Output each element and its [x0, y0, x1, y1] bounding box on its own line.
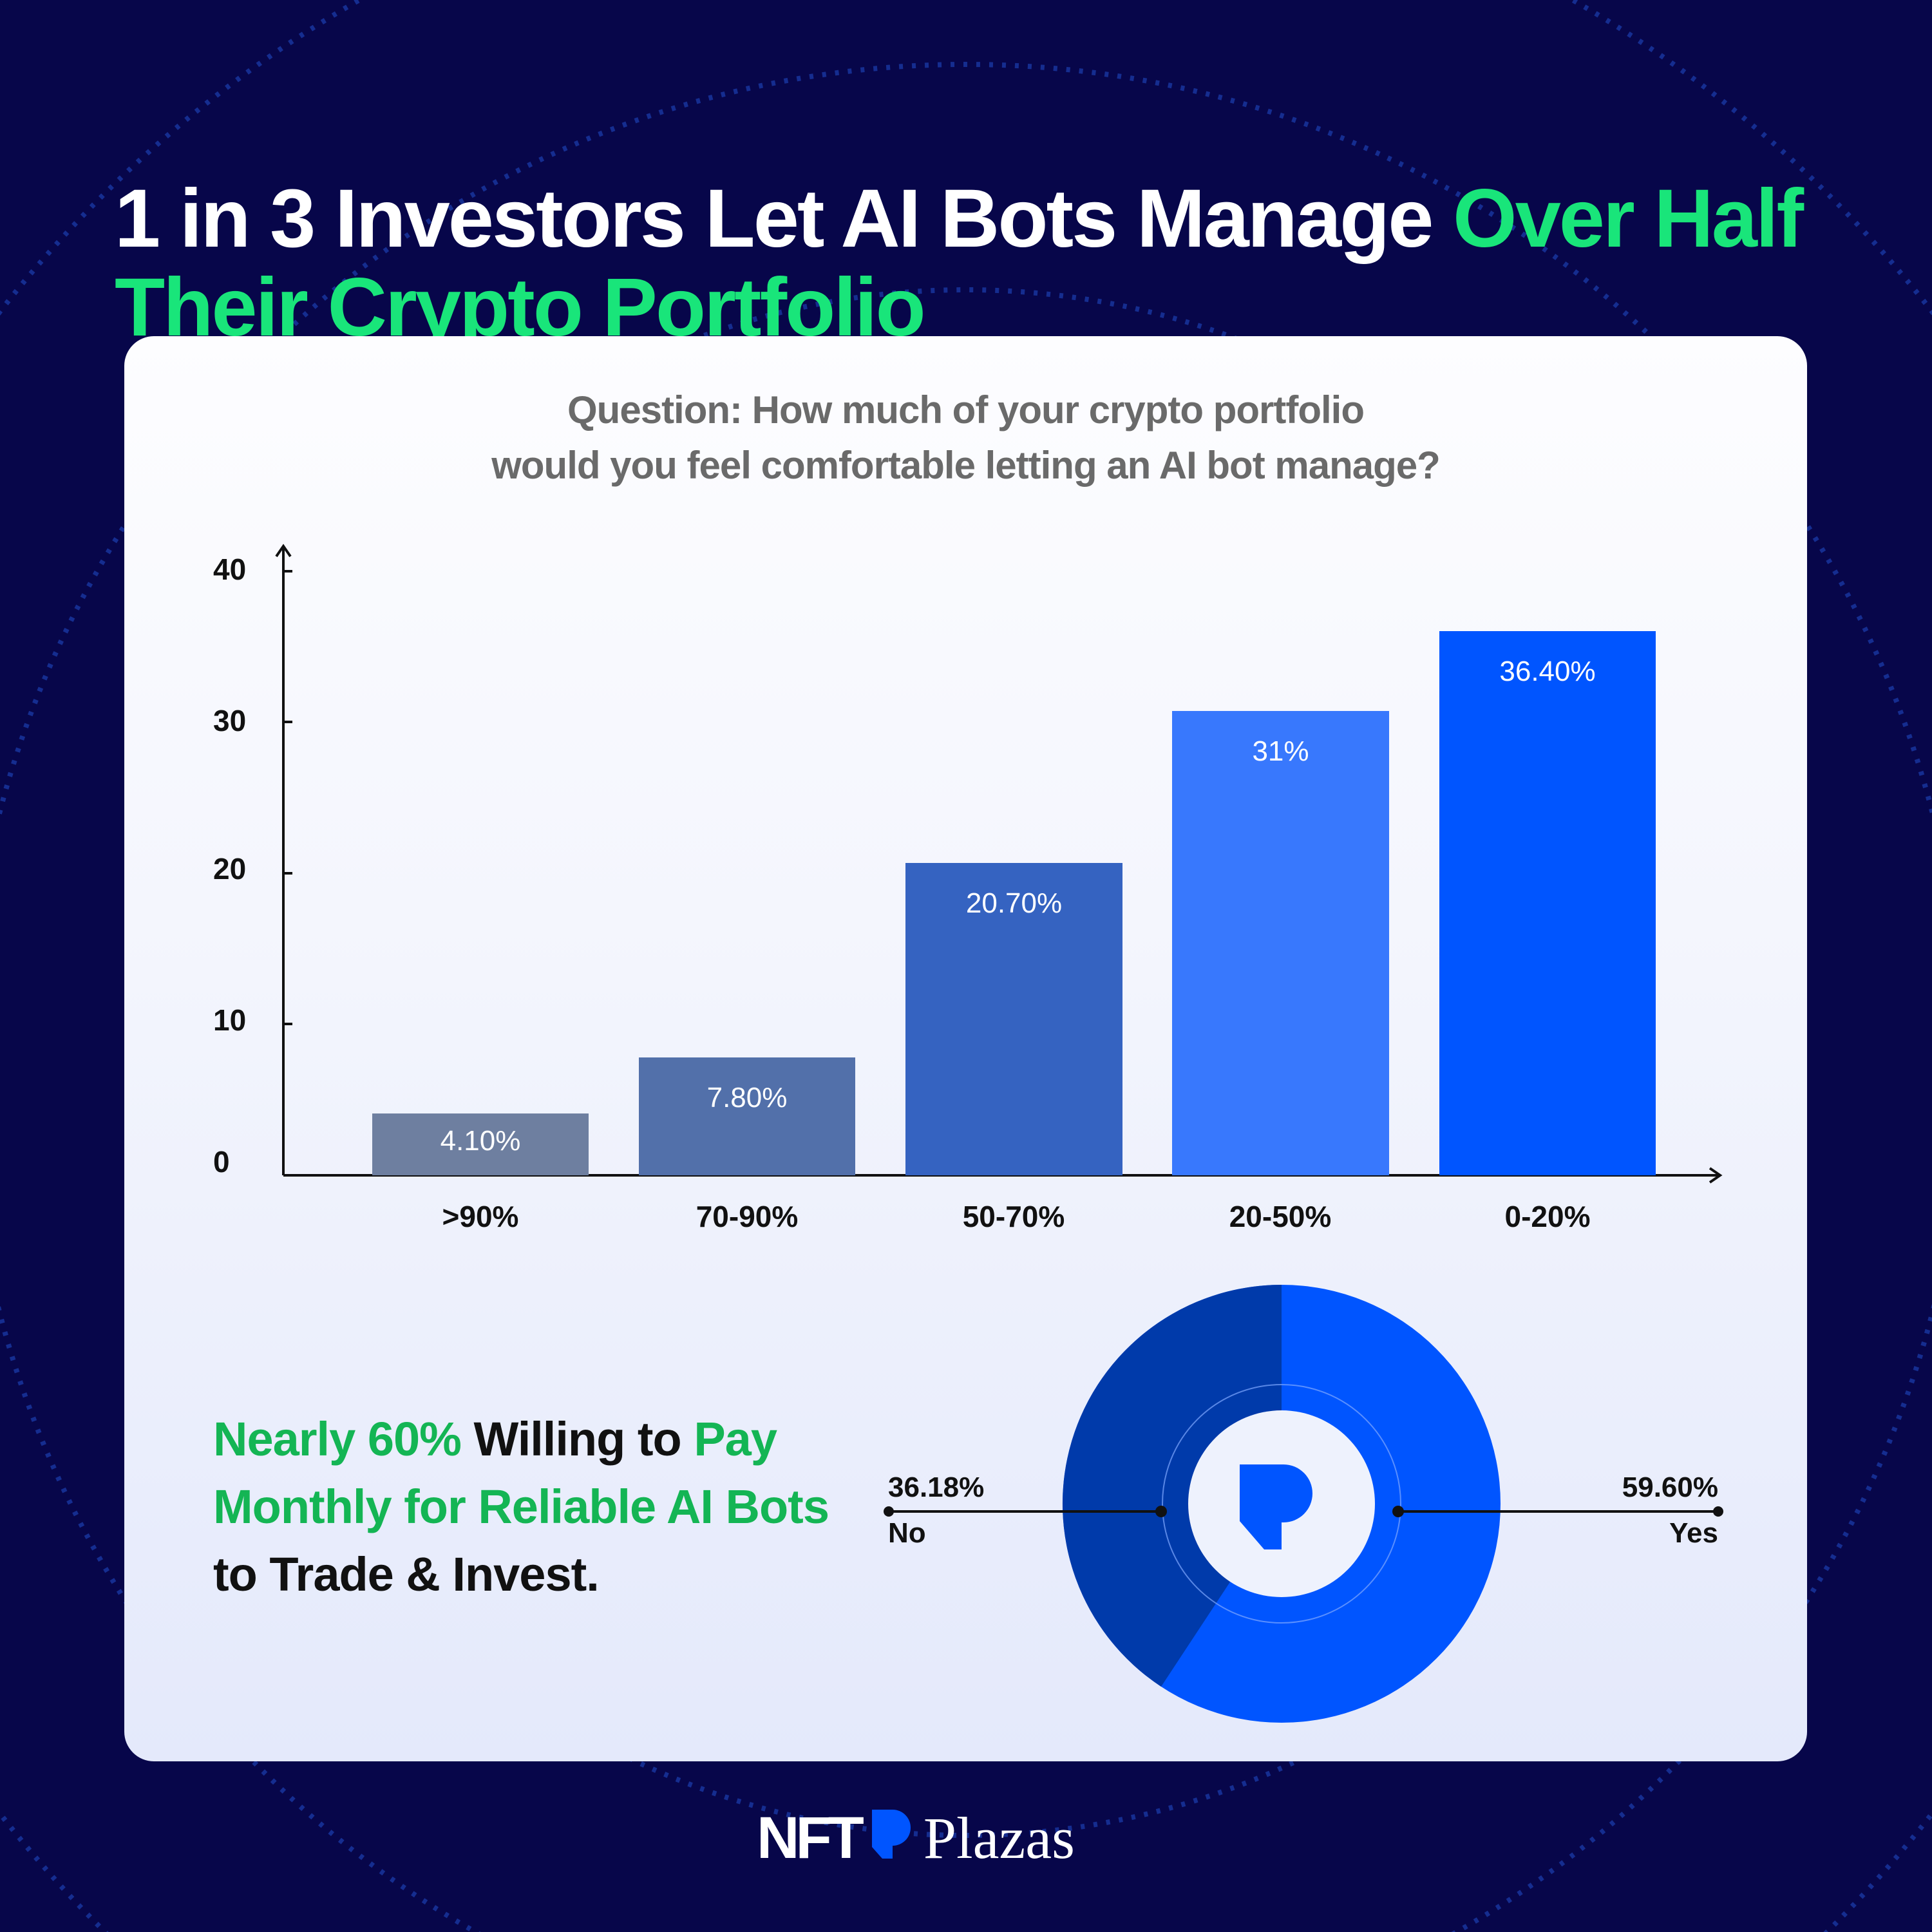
bar-value-label: 20.70% [965, 887, 1063, 919]
bar-0-20: 36.40% [1439, 631, 1656, 1175]
pie-yes-label: Yes [1669, 1517, 1718, 1549]
y-tick-0: 0 [213, 1145, 230, 1179]
x-category-20-50: 20-50% [1229, 1200, 1332, 1233]
question-line-2: would you feel comfortable letting an AI… [491, 444, 1441, 487]
y-tick-20: 20 [213, 852, 247, 886]
donut-chart [884, 1284, 1723, 1723]
y-tick-30: 30 [213, 704, 247, 737]
callout-seg-4: to Trade & Invest. [213, 1548, 600, 1601]
y-tick-40: 40 [213, 553, 247, 586]
bar-70-90: 7.80% [639, 1057, 855, 1175]
plazas-logo-icon [1240, 1464, 1312, 1549]
bar-value-label: 4.10% [440, 1125, 521, 1157]
x-category-50-70: 50-70% [962, 1200, 1065, 1233]
survey-question: Question: How much of your crypto portfo… [124, 383, 1807, 493]
brand-plazas-text: Plazas [923, 1805, 1075, 1871]
bar-50-70: 20.70% [905, 863, 1122, 1175]
brand-nft-text: NFT [757, 1805, 864, 1871]
bar-value-label: 7.80% [706, 1082, 788, 1113]
chart-card: Question: How much of your crypto portfo… [124, 336, 1807, 1761]
donut-no-slice [1062, 1284, 1282, 1687]
headline-white: 1 in 3 Investors Let AI Bots Manage [115, 172, 1453, 265]
question-line-1: Question: How much of your crypto portfo… [567, 388, 1365, 431]
bar-value-label: 31% [1252, 735, 1309, 767]
footer-brand-logo: NFT Plazas [757, 1803, 1075, 1868]
callout-seg-2: Willing to [460, 1412, 694, 1466]
callout-seg-3: Pay Monthly for Reliable AI Bots [213, 1412, 829, 1533]
pie-no-value: 36.18% [888, 1472, 985, 1503]
x-category-0-20: 0-20% [1504, 1200, 1591, 1233]
pie-yes-value: 59.60% [1622, 1472, 1718, 1503]
headline-title: 1 in 3 Investors Let AI Bots Manage Over… [115, 172, 1853, 352]
pie-no-label: No [888, 1517, 926, 1549]
y-tick-10: 10 [213, 1003, 247, 1037]
plazas-p-logo-icon [871, 1810, 911, 1859]
bar-value-label: 36.40% [1499, 656, 1596, 687]
x-category-gt90: >90% [442, 1200, 519, 1233]
bar-chart-axes [275, 544, 1723, 1184]
callout-seg-1: Nearly 60% [213, 1412, 462, 1466]
callout-text: Nearly 60% Willing to Pay Monthly for Re… [213, 1405, 857, 1608]
bar-20-50: 31% [1172, 711, 1389, 1175]
x-category-70-90: 70-90% [696, 1200, 799, 1233]
bar-gt90: 4.10% [372, 1113, 589, 1175]
